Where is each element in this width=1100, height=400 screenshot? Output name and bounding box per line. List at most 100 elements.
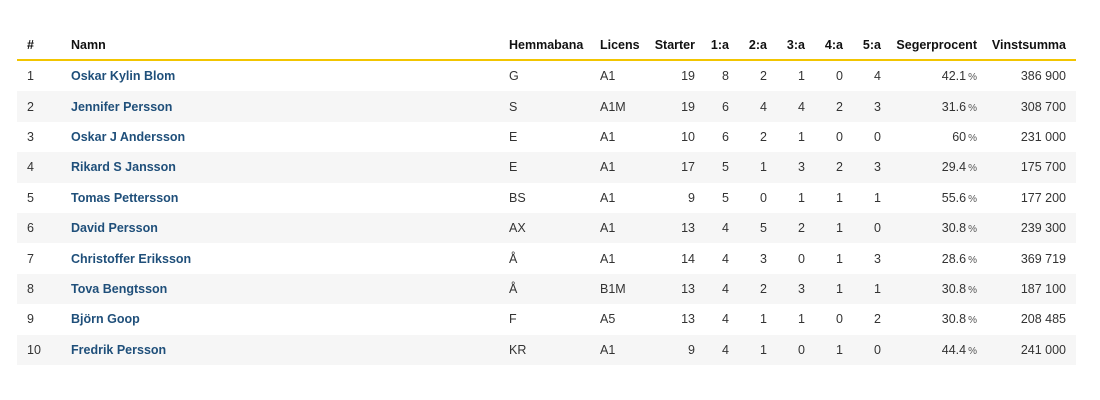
row-license: A1 (600, 251, 616, 266)
driver-name-link[interactable]: Jennifer Persson (71, 99, 173, 114)
driver-name-link[interactable]: Fredrik Persson (71, 342, 167, 357)
row-earnings: 208 485 (1020, 312, 1066, 327)
header-starts[interactable]: Starter (650, 30, 695, 61)
driver-name-link[interactable]: Tomas Pettersson (71, 190, 179, 205)
row-win-percent: 42.1 (941, 69, 967, 84)
percent-unit: % (968, 132, 977, 144)
row-position: 4 (17, 152, 71, 183)
row-first-places: 5 (695, 152, 729, 183)
row-starts: 13 (681, 312, 695, 327)
table-row: 10 Fredrik Persson KR A1 9 4 1 0 1 0 44.4% 241 000 (17, 334, 1076, 365)
percent-unit: % (968, 254, 977, 266)
header-third[interactable]: 3:a (767, 30, 805, 61)
row-fifth-places: 2 (874, 312, 881, 327)
row-home-track: BS (509, 190, 526, 205)
driver-name-link[interactable]: Oskar J Andersson (71, 129, 186, 144)
row-fifth-places: 0 (843, 212, 881, 244)
row-third-places: 1 (798, 69, 805, 84)
row-first-places: 8 (722, 69, 729, 84)
row-earnings: 386 900 (1020, 69, 1066, 84)
row-win-percent: 30.8 (941, 312, 967, 327)
row-third-places: 3 (767, 273, 805, 305)
row-driver-cell: Fredrik Persson (71, 334, 509, 365)
table-row: 8 Tova Bengtsson Å B1M 13 4 2 3 1 1 30.8% 187 100 (17, 273, 1076, 305)
row-win-percent-cell: 55.6% (881, 183, 977, 213)
row-earnings: 177 200 (1020, 190, 1066, 205)
header-name[interactable]: Namn (71, 30, 509, 61)
table-row: 7 Christoffer Eriksson Å A1 14 4 3 0 1 3 28.6% 369 … (17, 243, 1076, 273)
row-fifth-places: 4 (874, 69, 881, 84)
header-fourth[interactable]: 4:a (805, 30, 843, 61)
row-driver-cell: Jennifer Persson (71, 91, 509, 122)
header-first[interactable]: 1:a (695, 30, 729, 61)
row-fourth-places: 1 (805, 334, 843, 365)
row-earnings: 241 000 (977, 334, 1076, 365)
row-third-places: 1 (798, 190, 805, 205)
table-row: 6 David Persson AX A1 13 4 5 2 1 0 30.8% 239 300 (17, 212, 1076, 244)
row-second-places: 0 (760, 190, 767, 205)
row-win-percent: 29.4 (941, 160, 967, 175)
row-third-places: 3 (767, 152, 805, 183)
row-starts: 19 (681, 69, 695, 84)
row-first-places: 6 (695, 91, 729, 122)
row-win-percent-cell: 30.8% (881, 212, 977, 244)
row-first-places: 4 (695, 212, 729, 244)
row-position: 9 (27, 312, 34, 327)
percent-unit: % (968, 284, 977, 296)
header-license[interactable]: Licens (600, 30, 650, 61)
row-fourth-places: 1 (805, 273, 843, 305)
driver-name-link[interactable]: Björn Goop (71, 312, 140, 327)
row-starts: 14 (681, 251, 695, 266)
table-row: 5 Tomas Pettersson BS A1 9 5 0 1 1 1 55.6% 177 200 (17, 183, 1076, 213)
row-position: 6 (17, 212, 71, 244)
row-license: A1 (600, 212, 650, 244)
row-fourth-places: 0 (836, 129, 843, 144)
row-win-percent-cell: 28.6% (881, 243, 977, 273)
row-second-places: 1 (729, 334, 767, 365)
row-earnings: 187 100 (977, 273, 1076, 305)
row-earnings: 231 000 (1020, 129, 1066, 144)
driver-name-link[interactable]: Oskar Kylin Blom (71, 69, 176, 84)
row-win-percent-cell: 31.6% (881, 91, 977, 122)
header-fifth[interactable]: 5:a (843, 30, 881, 61)
percent-unit: % (968, 345, 977, 357)
row-win-percent-cell: 30.8% (881, 273, 977, 305)
row-second-places: 5 (729, 212, 767, 244)
row-earnings: 369 719 (1020, 251, 1066, 266)
driver-name-link[interactable]: David Persson (71, 221, 158, 236)
row-fifth-places: 3 (843, 152, 881, 183)
row-license: A1 (600, 152, 650, 183)
table-row: 4 Rikard S Jansson E A1 17 5 1 3 2 3 29.4% 175 700 (17, 152, 1076, 183)
row-win-percent-cell: 42.1% (881, 60, 977, 91)
row-driver-cell: Oskar Kylin Blom (71, 60, 509, 91)
row-license: B1M (600, 273, 650, 305)
row-earnings: 239 300 (977, 212, 1076, 244)
row-win-percent-cell: 29.4% (881, 152, 977, 183)
header-pos[interactable]: # (17, 30, 71, 61)
driver-name-link[interactable]: Rikard S Jansson (71, 160, 176, 175)
row-second-places: 2 (760, 69, 767, 84)
row-win-percent: 60 (952, 129, 967, 144)
row-license: A5 (600, 312, 616, 327)
row-position: 8 (17, 273, 71, 305)
percent-unit: % (968, 72, 977, 84)
row-win-percent: 28.6 (941, 251, 967, 266)
row-first-places: 4 (695, 273, 729, 305)
row-home-track: AX (509, 212, 600, 244)
stats-table-container: # Namn Hemmabana Licens Starter 1:a 2:a … (17, 30, 1076, 365)
row-fifth-places: 3 (874, 251, 881, 266)
row-fifth-places: 0 (843, 334, 881, 365)
driver-name-link[interactable]: Christoffer Eriksson (71, 251, 192, 266)
row-license: A1 (600, 129, 616, 144)
row-third-places: 1 (798, 312, 805, 327)
driver-name-link[interactable]: Tova Bengtsson (71, 281, 168, 296)
header-home[interactable]: Hemmabana (509, 30, 600, 61)
header-second[interactable]: 2:a (729, 30, 767, 61)
table-body: 1 Oskar Kylin Blom G A1 19 8 2 1 0 4 42.1% 386 900 2… (17, 60, 1076, 365)
row-license: A1M (600, 91, 650, 122)
row-first-places: 4 (722, 312, 729, 327)
row-home-track: Å (509, 273, 600, 305)
row-home-track: KR (509, 334, 600, 365)
header-win-pct[interactable]: Segerprocent (881, 30, 977, 61)
header-earnings[interactable]: Vinstsumma (977, 30, 1076, 61)
